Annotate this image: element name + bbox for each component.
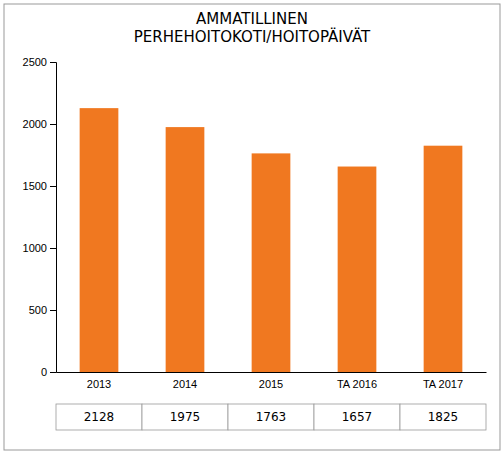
y-axis: 0 500 1000 1500 2000 2500 — [23, 56, 57, 378]
x-tick: 2013 — [87, 378, 111, 390]
y-tick-label: 1500 — [23, 180, 47, 192]
x-tick-label: 2015 — [259, 378, 283, 390]
table-value: 1975 — [170, 410, 201, 424]
y-tick: 2000 — [23, 118, 56, 130]
bars — [80, 108, 463, 372]
table-cell — [142, 404, 228, 430]
table-cell — [400, 404, 486, 430]
x-axis: 2013 2014 2015 TA 2016 TA 2017 — [57, 373, 487, 390]
y-tick-mark — [50, 124, 56, 125]
y-tick: 2500 — [23, 56, 56, 68]
y-tick-label: 2000 — [23, 118, 47, 130]
title-line: PERHEHOITOKOTI/HOITOPÄIVÄT — [134, 27, 371, 46]
y-tick-mark — [50, 310, 56, 311]
table-cell — [228, 404, 314, 430]
y-tick: 0 — [41, 366, 56, 378]
y-tick-label: 0 — [41, 366, 47, 378]
table-value: 1825 — [428, 410, 459, 424]
bar — [424, 146, 463, 372]
x-axis-line — [57, 372, 487, 373]
y-tick-mark — [50, 186, 56, 187]
x-tick-label: 2013 — [87, 378, 111, 390]
y-tick-label: 2500 — [23, 56, 47, 68]
value-table: 2128 1975 1763 1657 1825 — [56, 404, 486, 430]
table-cell — [56, 404, 142, 430]
table-value: 1657 — [342, 410, 373, 424]
y-tick-label: 500 — [29, 304, 47, 316]
y-tick-mark — [50, 248, 56, 249]
x-tick-label: 2014 — [173, 378, 197, 390]
bar — [80, 108, 119, 372]
y-tick: 500 — [29, 304, 56, 316]
outer-border — [4, 4, 500, 450]
bar — [338, 167, 377, 372]
plot: 0 500 1000 1500 2000 2500 2013 2014 2015 TA 2016 T… — [23, 56, 487, 430]
x-tick: 2014 — [173, 378, 197, 390]
bar — [166, 127, 205, 372]
title-line: AMMATILLINEN — [196, 10, 308, 28]
y-axis-line — [50, 63, 57, 373]
y-tick: 1500 — [23, 180, 56, 192]
y-tick-mark — [50, 372, 56, 373]
x-tick: 2015 — [259, 378, 283, 390]
x-tick: TA 2016 — [337, 378, 377, 390]
table-value: 2128 — [84, 410, 115, 424]
table-value: 1763 — [256, 410, 287, 424]
y-tick-mark — [50, 62, 56, 63]
bar — [252, 153, 291, 372]
y-tick: 1000 — [23, 242, 56, 254]
x-tick-label: TA 2017 — [423, 378, 463, 390]
chart: AMMATILLINENPERHEHOITOKOTI/HOITOPÄIVÄT 0 5… — [0, 0, 504, 454]
table-cell — [314, 404, 400, 430]
title: AMMATILLINENPERHEHOITOKOTI/HOITOPÄIVÄT — [134, 10, 371, 46]
x-tick: TA 2017 — [423, 378, 463, 390]
x-tick-label: TA 2016 — [337, 378, 377, 390]
y-tick-label: 1000 — [23, 242, 47, 254]
